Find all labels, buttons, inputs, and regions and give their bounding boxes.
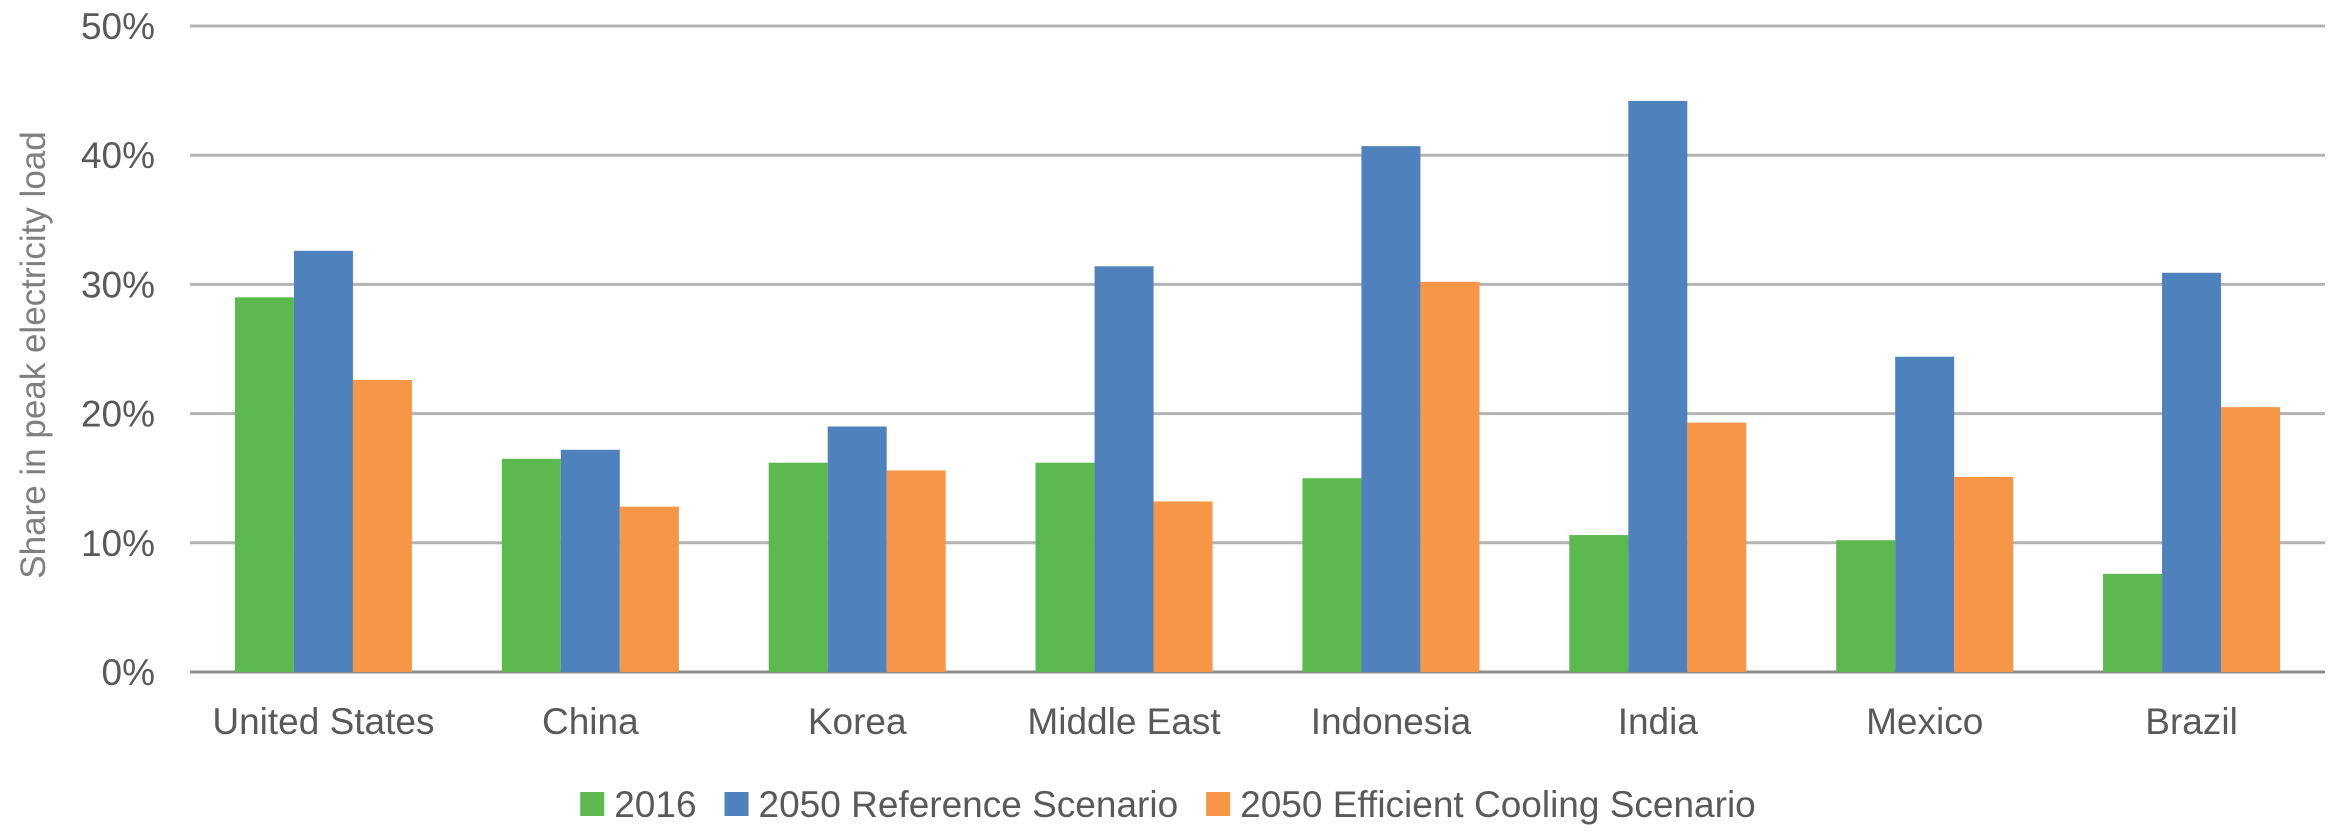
- y-tick-label: 50%: [81, 6, 155, 47]
- legend-swatch: [580, 792, 605, 816]
- bar-2050-reference-scenario-korea: [827, 426, 887, 672]
- bar-2050-reference-scenario-india: [1628, 100, 1688, 673]
- bar-2050-efficient-cooling-scenario-indonesia: [1420, 281, 1480, 672]
- x-tick-label: Middle East: [1027, 701, 1221, 742]
- legend-swatch: [1206, 792, 1231, 816]
- x-axis-ticks: United States China Korea Middle East Indone…: [212, 701, 2237, 742]
- x-tick-label: China: [542, 701, 639, 742]
- bar-2016-korea: [768, 462, 828, 672]
- bar-2050-reference-scenario-china: [560, 449, 620, 672]
- x-tick-label: Indonesia: [1311, 701, 1472, 742]
- legend-label: 2016: [614, 784, 696, 825]
- bars: [234, 100, 2281, 673]
- bar-2016-indonesia: [1302, 478, 1362, 672]
- bar-2050-efficient-cooling-scenario-india: [1687, 422, 1747, 672]
- legend-label: 2050 Efficient Cooling Scenario: [1240, 784, 1756, 825]
- legend: 2016 2050 Reference Scenario 2050 Efficien…: [580, 784, 1756, 825]
- bar-2050-reference-scenario-brazil: [2162, 272, 2222, 672]
- x-tick-label: Korea: [808, 701, 907, 742]
- legend-swatch: [724, 792, 749, 816]
- bar-2016-mexico: [1836, 540, 1896, 672]
- bar-2050-efficient-cooling-scenario-china: [619, 506, 679, 672]
- x-tick-label: Mexico: [1866, 701, 1983, 742]
- bar-2050-efficient-cooling-scenario-brazil: [2221, 407, 2281, 672]
- bar-2016-china: [501, 458, 561, 672]
- y-tick-label: 30%: [81, 264, 155, 305]
- y-tick-label: 0%: [102, 652, 155, 693]
- y-tick-label: 40%: [81, 135, 155, 176]
- y-axis-ticks: 0% 10% 20% 30% 40% 50%: [81, 6, 155, 693]
- bar-2050-reference-scenario-middle-east: [1094, 266, 1154, 672]
- y-axis-title: Share in peak electricity load: [14, 131, 53, 578]
- bar-2050-efficient-cooling-scenario-mexico: [1954, 476, 2014, 672]
- bar-2050-reference-scenario-united-states: [293, 250, 353, 673]
- x-tick-label: United States: [212, 701, 434, 742]
- y-tick-label: 10%: [81, 523, 155, 564]
- bar-2050-efficient-cooling-scenario-middle-east: [1153, 501, 1213, 672]
- x-tick-label: India: [1618, 701, 1699, 742]
- bar-2016-united-states: [234, 297, 294, 672]
- y-tick-label: 20%: [81, 394, 155, 435]
- bar-2016-india: [1569, 535, 1629, 672]
- bar-2050-reference-scenario-mexico: [1895, 356, 1955, 672]
- bar-2016-brazil: [2103, 573, 2163, 672]
- bar-2050-reference-scenario-indonesia: [1361, 146, 1421, 672]
- legend-label: 2050 Reference Scenario: [759, 784, 1179, 825]
- bar-2016-middle-east: [1035, 462, 1095, 672]
- bar-2050-efficient-cooling-scenario-united-states: [352, 380, 412, 672]
- bar-2050-efficient-cooling-scenario-korea: [886, 470, 946, 672]
- x-tick-label: Brazil: [2145, 701, 2238, 742]
